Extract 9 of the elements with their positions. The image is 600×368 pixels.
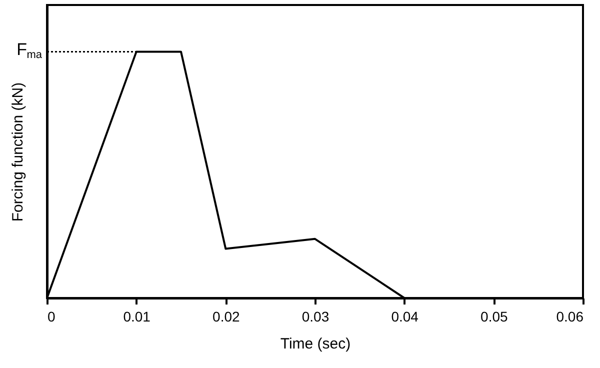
x-axis-title: Time (sec) bbox=[280, 336, 351, 352]
y-axis-title: Forcing function (kN) bbox=[10, 82, 26, 222]
x-tick-label: 0.02 bbox=[212, 308, 240, 324]
x-tick-label: 0.06 bbox=[556, 308, 584, 324]
x-tick-label: 0 bbox=[48, 308, 56, 324]
x-tick-label: 0.03 bbox=[302, 308, 330, 324]
x-tick-label: 0.01 bbox=[123, 308, 151, 324]
x-tick-label: 0.04 bbox=[391, 308, 419, 324]
x-tick-label: 0.05 bbox=[480, 308, 508, 324]
